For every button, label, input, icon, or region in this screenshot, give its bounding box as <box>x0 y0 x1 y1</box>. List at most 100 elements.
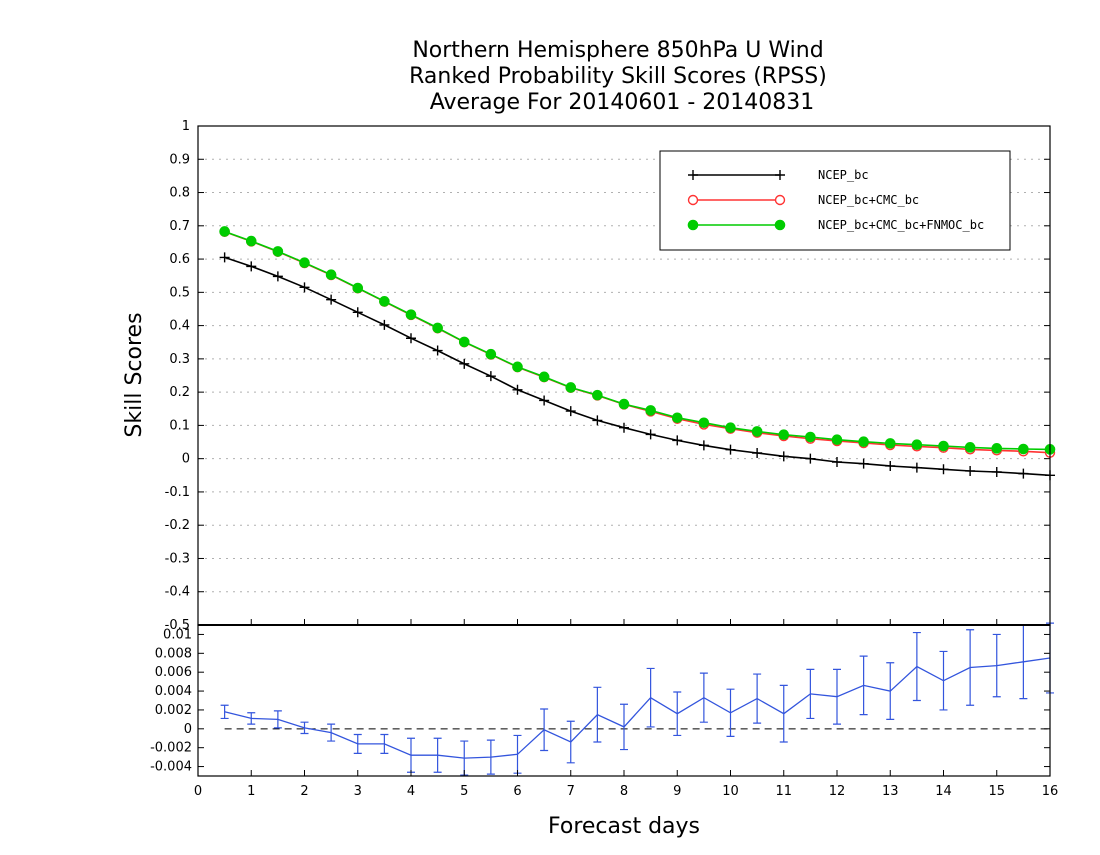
data-point-filled-circle <box>991 443 1003 454</box>
data-point-plus <box>539 395 550 406</box>
data-point-filled-circle <box>538 371 550 383</box>
error-bar <box>486 739 495 775</box>
data-point-plus <box>592 415 603 426</box>
chart-title: Northern Hemisphere 850hPa U Wind <box>412 38 823 63</box>
error-bar <box>380 733 389 754</box>
data-point-filled-circle <box>964 442 976 453</box>
x-tick-label: 8 <box>620 784 628 799</box>
data-point-plus <box>219 252 230 263</box>
error-bar <box>220 704 229 720</box>
x-tick-label: 1 <box>247 784 255 799</box>
x-tick-label: 15 <box>988 784 1005 799</box>
y-tick-label: 0.8 <box>169 186 190 201</box>
data-point-filled-circle <box>592 389 603 401</box>
y-tick-label: 0 <box>184 722 192 737</box>
x-axis-title: Forecast days <box>548 814 700 839</box>
error-bar <box>912 631 921 702</box>
error-bar <box>673 691 682 737</box>
data-point-filled-circle <box>911 439 923 450</box>
error-bar <box>300 721 309 735</box>
error-bar <box>593 686 602 743</box>
x-tick-label: 7 <box>567 784 575 799</box>
y-tick-label: -0.1 <box>165 485 190 500</box>
difference-line <box>224 657 1051 759</box>
data-point-filled-circle <box>352 282 364 294</box>
y-tick-label: 0 <box>182 452 190 467</box>
data-point-filled-circle <box>219 226 230 237</box>
error-bar <box>966 629 975 706</box>
x-tick-label: 9 <box>673 784 681 799</box>
x-tick-label: 4 <box>407 784 415 799</box>
data-point-filled-circle <box>858 436 869 448</box>
data-point-plus <box>725 444 736 455</box>
error-bar <box>859 655 868 716</box>
series-line-2 <box>224 230 1051 451</box>
series-line-0 <box>224 256 1051 477</box>
data-point-filled-circle <box>1018 443 1029 455</box>
data-point-plus <box>965 465 976 476</box>
y-tick-label: 0.5 <box>169 285 190 300</box>
data-point-plus <box>406 333 416 344</box>
data-point-plus <box>619 422 629 433</box>
error-bar <box>699 672 708 723</box>
y-tick-label: 0.3 <box>169 352 190 367</box>
x-tick-label: 10 <box>722 784 739 799</box>
x-tick-label: 12 <box>829 784 846 799</box>
top-panel: 1 0.9 0.8 0.7 0.6 0.5 0.4 0.3 0.2 0.1 0 -0.1 -0.2 -0.… <box>165 119 1056 633</box>
data-point-filled-circle <box>512 361 523 373</box>
error-bar <box>939 650 948 711</box>
legend-label: NCEP_bc+CMC_bc <box>818 193 919 207</box>
data-point-filled-circle <box>778 429 790 441</box>
data-point-filled-circle <box>458 336 470 348</box>
data-point-filled-circle <box>245 235 257 247</box>
chart-date-range: Average For 20140601 - 20140831 <box>430 90 815 115</box>
data-point-plus <box>885 460 896 471</box>
legend-label: NCEP_bc <box>818 168 869 182</box>
error-bar <box>726 688 735 737</box>
error-bar <box>886 662 895 720</box>
data-point-plus <box>672 435 683 446</box>
y-axis-title: Skill Scores <box>122 312 147 437</box>
legend-marker <box>688 170 698 180</box>
y-tick-label: -0.2 <box>165 518 190 533</box>
data-point-filled-circle <box>698 417 710 429</box>
error-bar <box>247 712 256 725</box>
error-bar <box>566 720 575 764</box>
y-tick-label: 0.2 <box>169 385 190 400</box>
data-point-filled-circle <box>325 269 337 281</box>
data-point-plus <box>938 464 949 475</box>
data-point-plus <box>805 453 816 464</box>
data-point-filled-circle <box>884 438 896 449</box>
data-point-plus <box>459 358 470 369</box>
y-tick-label: 0.006 <box>155 665 192 680</box>
data-point-filled-circle <box>432 322 443 334</box>
data-point-plus <box>272 271 283 282</box>
data-point-plus <box>698 440 709 451</box>
data-point-plus <box>1018 468 1029 479</box>
error-bar <box>327 723 336 742</box>
error-bar <box>806 668 815 720</box>
y-tick-label: 0.004 <box>155 684 192 699</box>
y-tick-label: -0.3 <box>165 551 190 566</box>
data-point-plus <box>326 294 337 305</box>
data-point-filled-circle <box>299 257 310 269</box>
legend-marker <box>687 194 699 206</box>
data-point-plus <box>485 371 496 382</box>
data-point-filled-circle <box>938 440 949 452</box>
y-tick-label: 0.4 <box>169 319 190 334</box>
legend-marker <box>775 170 785 180</box>
data-point-plus <box>565 406 576 417</box>
legend-marker <box>774 194 786 206</box>
data-point-plus <box>991 466 1002 477</box>
error-bar <box>646 667 655 728</box>
error-bar <box>353 733 362 754</box>
data-point-filled-circle <box>805 431 816 443</box>
series-line-1 <box>224 231 1051 454</box>
data-point-plus <box>432 345 443 356</box>
error-bar <box>992 633 1001 698</box>
data-point-filled-circle <box>485 348 497 360</box>
y-tick-label: 1 <box>182 119 190 134</box>
data-point-plus <box>911 462 922 473</box>
x-tick-label: 14 <box>935 784 952 799</box>
